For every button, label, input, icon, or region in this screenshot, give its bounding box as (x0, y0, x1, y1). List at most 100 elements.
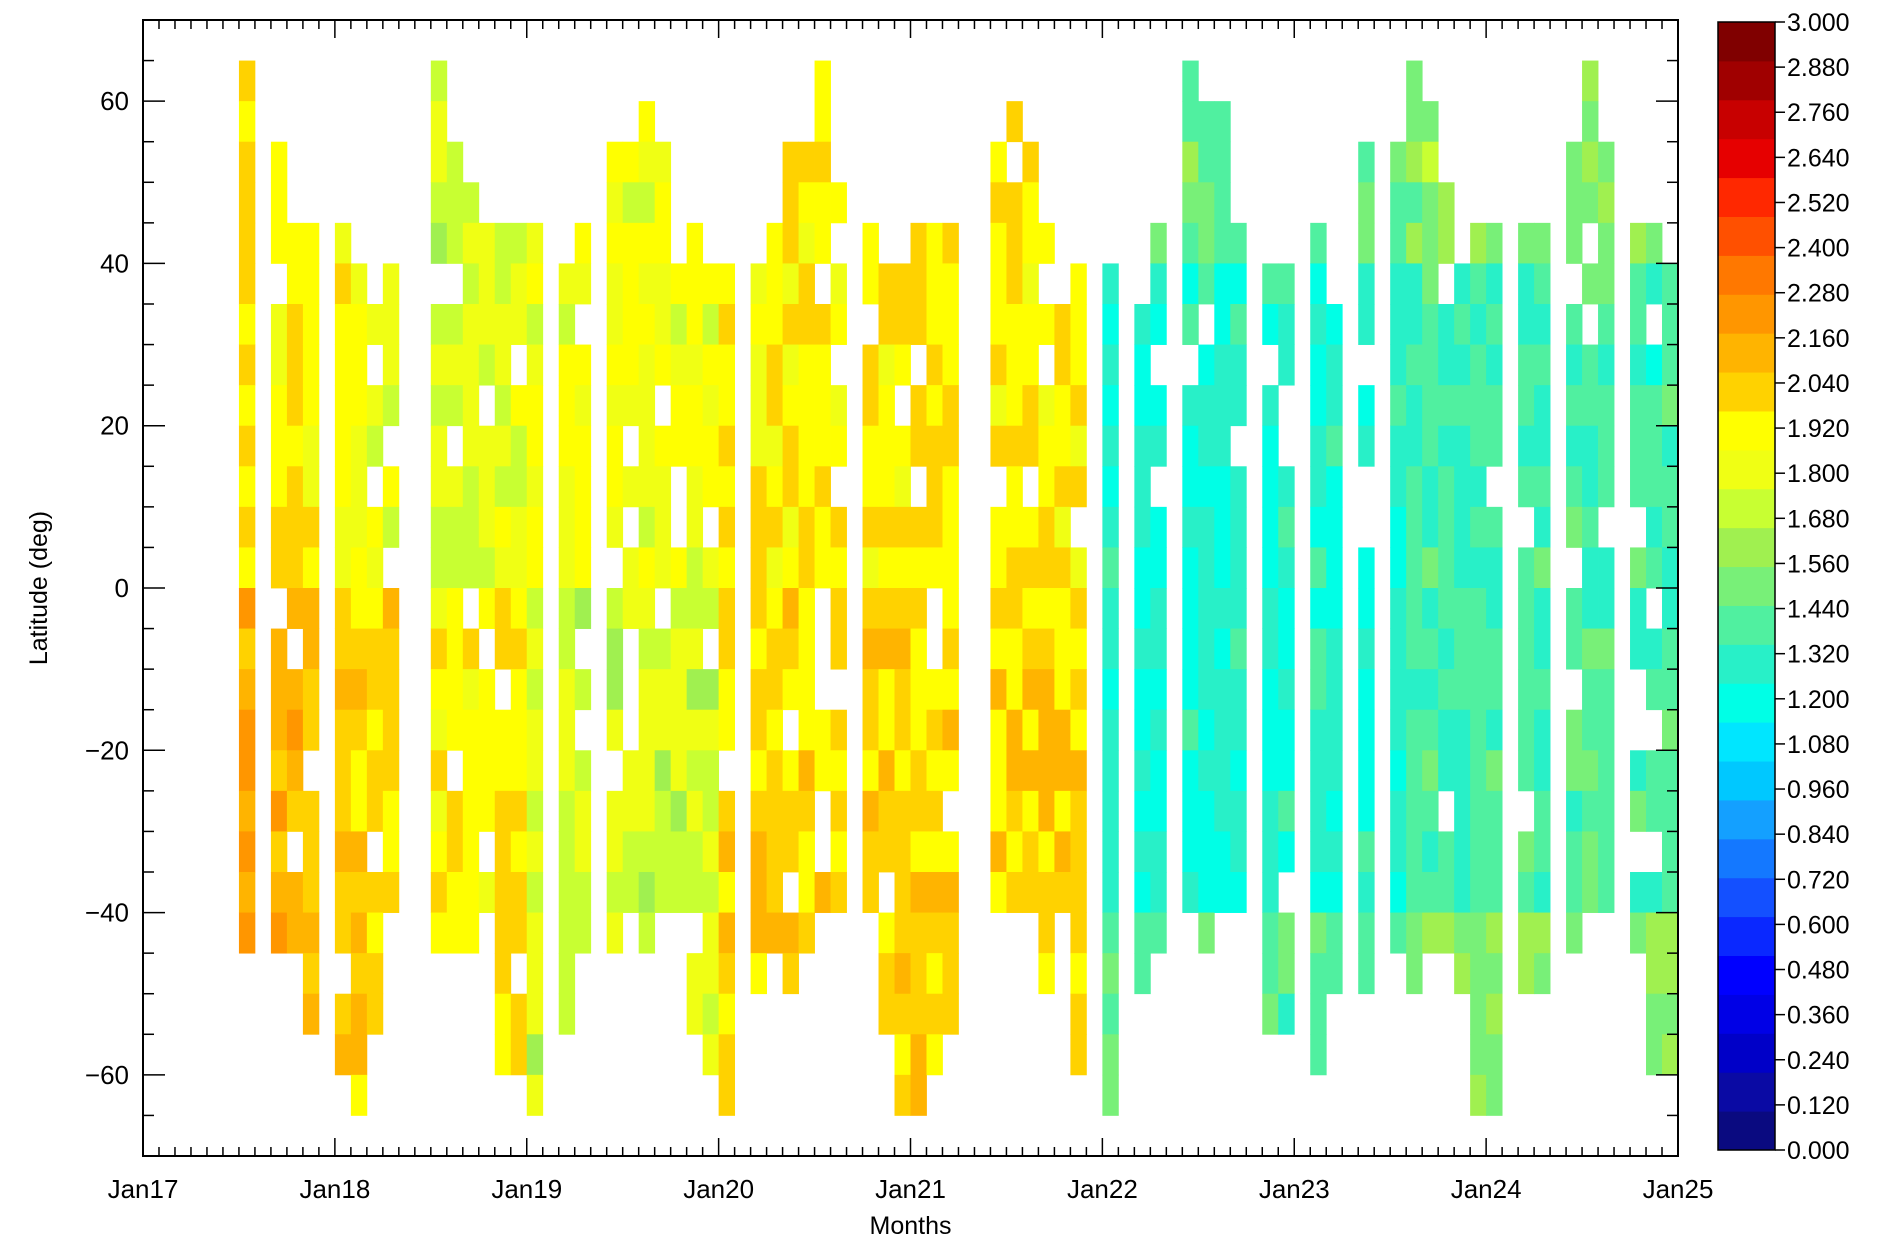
heatmap-cell (766, 872, 783, 913)
heatmap-cell (446, 344, 464, 386)
heatmap-cell (350, 1034, 368, 1076)
heatmap-cell (334, 506, 352, 548)
heatmap-cell (1182, 709, 1199, 751)
heatmap-cell (238, 466, 256, 508)
heatmap-cell (1358, 222, 1375, 264)
heatmap-cell (1006, 872, 1023, 913)
heatmap-cell (270, 466, 288, 508)
heatmap-cell (1038, 385, 1055, 427)
heatmap-cell (1646, 750, 1663, 792)
heatmap-cell (1358, 263, 1375, 305)
heatmap-cell (926, 709, 943, 751)
heatmap-cell (1198, 385, 1215, 427)
heatmap-cell (750, 263, 767, 305)
heatmap-cell (1214, 466, 1231, 508)
heatmap-cell (350, 506, 368, 548)
heatmap-cell (1422, 547, 1439, 589)
heatmap-cell (350, 547, 368, 589)
heatmap-cell (670, 750, 688, 792)
heatmap-cell (462, 709, 480, 751)
heatmap-cell (702, 547, 720, 589)
heatmap-cell (1198, 750, 1215, 792)
heatmap-cell (1406, 101, 1423, 143)
heatmap-cell (350, 669, 368, 711)
heatmap-cell (1422, 101, 1439, 143)
colorbar-segment (1718, 877, 1775, 918)
heatmap-cell (1310, 628, 1327, 670)
colorbar-label: 1.800 (1787, 460, 1850, 488)
heatmap-cell (238, 101, 256, 143)
heatmap-cell (1566, 182, 1583, 224)
heatmap-cell (894, 872, 911, 913)
x-tick-label: Jan24 (1451, 1174, 1522, 1204)
heatmap-cell (1534, 750, 1551, 792)
heatmap-cell (670, 344, 688, 386)
heatmap-cell (1454, 709, 1471, 751)
heatmap-cell (1070, 628, 1087, 670)
heatmap-cell (766, 790, 783, 832)
heatmap-cell (1230, 304, 1247, 345)
heatmap-cell (1038, 750, 1055, 792)
heatmap-cell (990, 588, 1007, 629)
heatmap-cell (1534, 304, 1551, 345)
heatmap-cell (718, 831, 736, 873)
heatmap-cell (1182, 263, 1199, 305)
heatmap-cell (670, 872, 688, 913)
heatmap-cell (1566, 790, 1583, 832)
heatmap-cell (1326, 669, 1343, 711)
heatmap-cell (1630, 547, 1647, 589)
heatmap-cell (1070, 588, 1087, 629)
heatmap-cell (1198, 182, 1215, 224)
heatmap-cell (1486, 628, 1503, 670)
heatmap-cell (478, 588, 496, 629)
heatmap-cell (798, 141, 815, 183)
heatmap-cell (814, 466, 831, 508)
heatmap-cell (910, 263, 927, 305)
heatmap-cell (1230, 750, 1247, 792)
colorbar-segment (1718, 644, 1775, 684)
heatmap-cell (1102, 628, 1119, 670)
heatmap-cell (1038, 790, 1055, 832)
heatmap-cell (606, 222, 624, 264)
heatmap-cell (702, 790, 720, 832)
heatmap-cell (1182, 60, 1199, 102)
heatmap-cell (798, 385, 815, 427)
heatmap-cell (270, 872, 288, 913)
heatmap-cell (766, 222, 783, 264)
heatmap-cell (766, 506, 783, 548)
heatmap-cell (238, 385, 256, 427)
heatmap-cell (894, 304, 911, 345)
heatmap-cell (638, 628, 656, 670)
heatmap-cell (1438, 466, 1455, 508)
heatmap-cell (574, 790, 592, 832)
heatmap-cell (1406, 304, 1423, 345)
heatmap-cell (638, 385, 656, 427)
heatmap-cell (1454, 547, 1471, 589)
heatmap-cell (1630, 912, 1647, 954)
heatmap-cell (302, 425, 320, 467)
heatmap-cell (1038, 709, 1055, 751)
heatmap-cell (526, 588, 544, 629)
heatmap-cell (1630, 628, 1647, 670)
heatmap-cell (1470, 953, 1487, 995)
heatmap-cell (510, 669, 528, 711)
heatmap-cell (574, 669, 592, 711)
heatmap-cell (462, 669, 480, 711)
heatmap-cell (1006, 344, 1023, 386)
heatmap-cell (1310, 425, 1327, 467)
heatmap-cell (990, 831, 1007, 873)
heatmap-cell (302, 506, 320, 548)
heatmap-cell (926, 344, 943, 386)
heatmap-cell (1422, 263, 1439, 305)
heatmap-cell (1150, 872, 1167, 913)
heatmap-cell (718, 304, 736, 345)
heatmap-cell (782, 628, 799, 670)
heatmap-cell (1390, 344, 1407, 386)
heatmap-cells (238, 60, 1679, 1116)
heatmap-cell (1070, 385, 1087, 427)
heatmap-cell (1230, 628, 1247, 670)
colorbar-segment (1718, 1111, 1775, 1151)
heatmap-cell (878, 912, 895, 954)
heatmap-cell (238, 506, 256, 548)
heatmap-cell (238, 141, 256, 183)
